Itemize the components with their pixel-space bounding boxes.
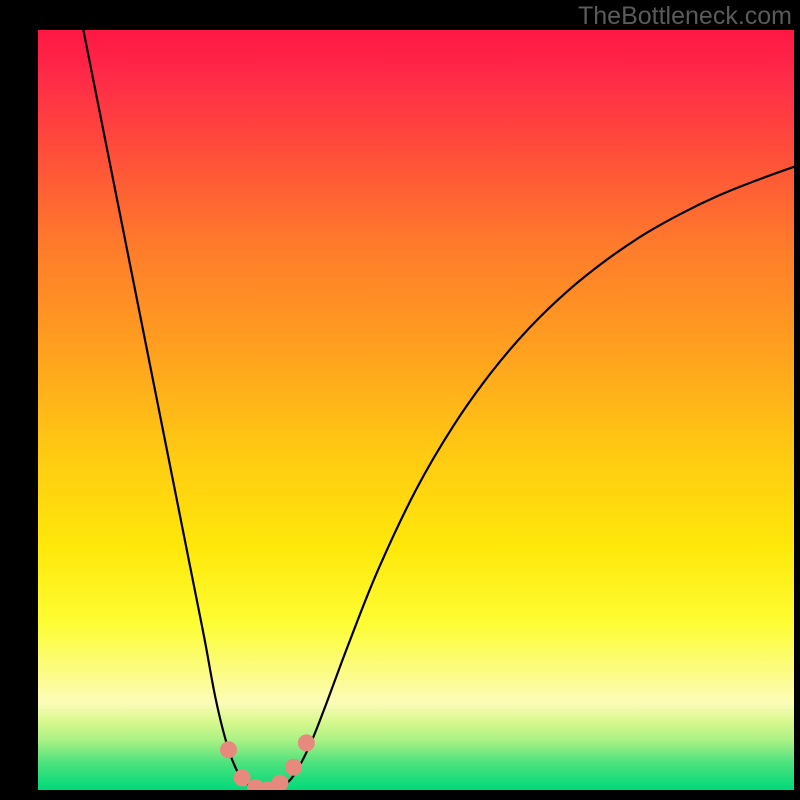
watermark-text: TheBottleneck.com [578,2,792,31]
marker-group [221,735,315,790]
marker-point [286,759,302,775]
marker-point [298,735,314,751]
curve-layer [38,30,794,790]
marker-point [234,770,250,786]
marker-point [272,775,288,790]
chart-container: TheBottleneck.com [0,0,800,800]
marker-point [221,742,237,758]
plot-area [38,30,794,790]
bottleneck-curve [83,30,794,790]
